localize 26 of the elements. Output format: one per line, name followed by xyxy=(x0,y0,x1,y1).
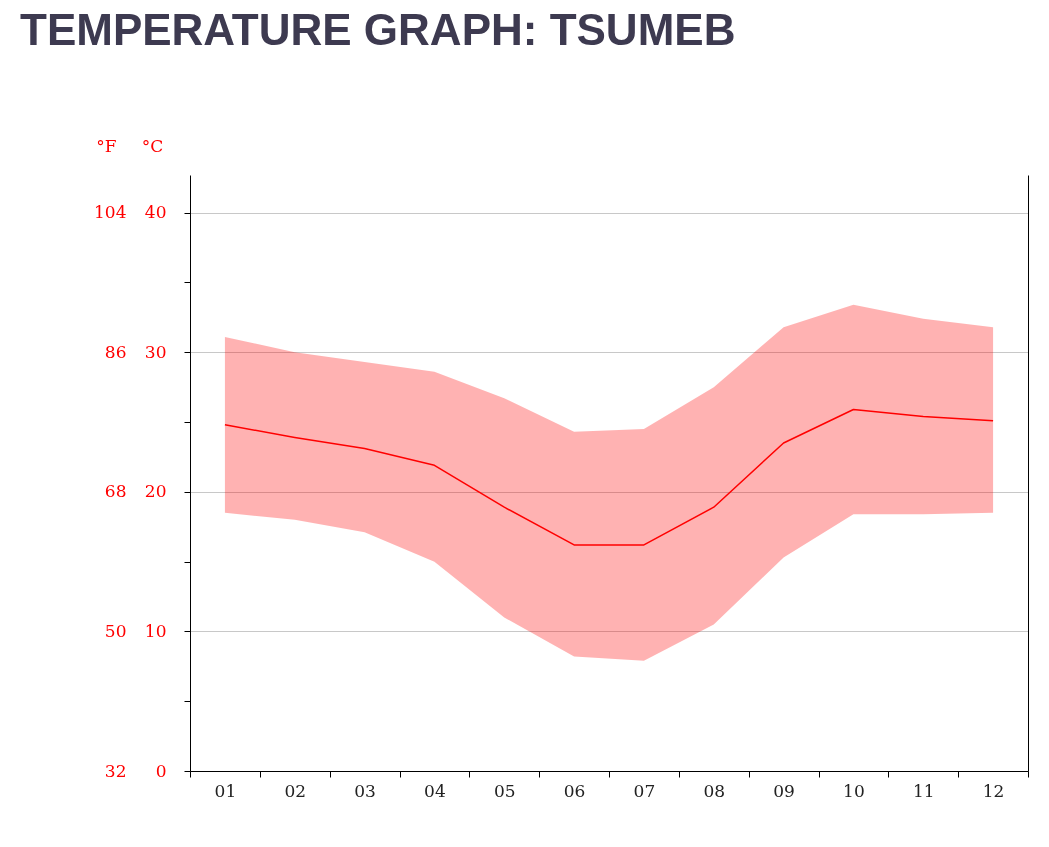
x-tick-label: 02 xyxy=(284,780,307,801)
line-series xyxy=(224,408,994,546)
y-tick-label: 0 xyxy=(155,760,167,781)
y-tick-label: 40 xyxy=(144,202,167,223)
y2-axis-title: °F xyxy=(96,135,117,156)
y-axis-title: °C xyxy=(141,135,164,156)
x-tick-label: 03 xyxy=(354,780,376,801)
y-tick-label: 20 xyxy=(144,481,167,502)
y2-tick-label: 32 xyxy=(104,760,127,781)
x-tick-label: 01 xyxy=(214,780,237,801)
x-tick-label: 07 xyxy=(633,780,656,801)
x-tick-label: 10 xyxy=(843,780,865,801)
x-tick-label: 09 xyxy=(773,780,795,801)
y-tick-label: 10 xyxy=(144,620,167,641)
y2-tick-label: 68 xyxy=(104,481,127,502)
y-tick-label: 30 xyxy=(144,341,167,362)
x-tick-label: 06 xyxy=(563,780,586,801)
x-tick-label: 08 xyxy=(703,780,726,801)
chart-title: TEMPERATURE GRAPH: TSUMEB xyxy=(20,5,736,54)
x-tick-label: 04 xyxy=(424,780,446,801)
y2-tick-label: 50 xyxy=(104,620,127,641)
y2-tick-label: 86 xyxy=(104,341,127,362)
x-tick-label: 05 xyxy=(493,780,516,801)
x-tick-label: 12 xyxy=(982,780,1005,801)
y2-tick-label: 104 xyxy=(94,202,127,223)
x-tick-label: 11 xyxy=(912,780,935,801)
